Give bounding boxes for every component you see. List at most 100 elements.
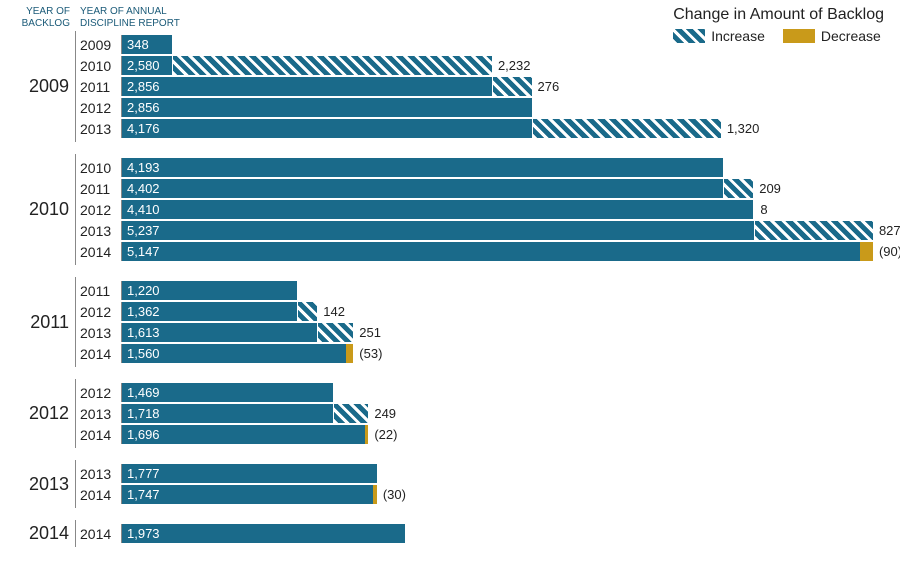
row-year-label: 2013 (76, 323, 122, 342)
bar-area: 5,147(90) (122, 242, 890, 261)
bar-row: 20121,362142 (76, 302, 890, 321)
bar-value-label: 1,777 (122, 464, 160, 483)
bar-decrease (860, 242, 873, 261)
bar-row: 20135,237827 (76, 221, 890, 240)
row-year-label: 2013 (76, 119, 122, 138)
bar-row: 20124,4108 (76, 200, 890, 219)
bar-area: 2,856 276 (122, 77, 890, 96)
header-year-of-backlog: YEAR OF BACKLOG (6, 6, 76, 29)
bar-area: 1,362142 (122, 302, 890, 321)
bar-area: 1,973 (122, 524, 890, 543)
bar-row: 20131,777 (76, 464, 890, 483)
bar-value-label: 1,696 (122, 425, 160, 444)
row-year-label: 2011 (76, 281, 122, 300)
bar-increase (492, 77, 532, 96)
bar-row: 20141,973 (76, 524, 890, 543)
bar-area: 2,856 (122, 98, 890, 117)
group-2014: 201420141,973 (6, 520, 890, 547)
row-year-label: 2014 (76, 344, 122, 363)
group-rows: 20111,22020121,36214220131,61325120141,5… (76, 277, 890, 367)
bar-row: 20102,5802,232 (76, 56, 890, 75)
bar-value-label: 2,856 (122, 77, 160, 96)
bar-value-label: 4,402 (122, 179, 160, 198)
bar-value-label: 1,362 (122, 302, 160, 321)
row-year-label: 2013 (76, 464, 122, 483)
bar-area: 4,4108 (122, 200, 890, 219)
bar-value-label: 2,856 (122, 98, 160, 117)
row-year-label: 2012 (76, 302, 122, 321)
group-rows: 200934820102,5802,23220112,85627620122,8… (76, 31, 890, 142)
group-label: 2013 (6, 460, 76, 508)
bar-delta-label: 2,232 (492, 56, 531, 75)
row-year-label: 2011 (76, 179, 122, 198)
bar-row: 20141,560 (53) (76, 344, 890, 363)
row-year-label: 2010 (76, 56, 122, 75)
bar-delta-label: (53) (353, 344, 382, 363)
bar-value-label: 1,469 (122, 383, 160, 402)
row-year-label: 2012 (76, 383, 122, 402)
bar-row: 20134,1761,320 (76, 119, 890, 138)
bar-area: 4,1761,320 (122, 119, 890, 138)
group-rows: 20121,46920131,71824920141,696(22) (76, 379, 890, 448)
bar-area: 1,777 (122, 464, 890, 483)
bar-base (122, 485, 373, 504)
group-label: 2009 (6, 31, 76, 142)
bar-value-label: 1,560 (122, 344, 160, 363)
chart-body: 2009200934820102,5802,23220112,856276201… (6, 31, 890, 547)
bar-area: 4,402 209 (122, 179, 890, 198)
bar-base (122, 464, 377, 483)
bar-base (122, 179, 723, 198)
bar-base (122, 158, 723, 177)
bar-increase (333, 404, 369, 423)
bar-row: 20121,469 (76, 383, 890, 402)
header-year-of-report: YEAR OF ANNUAL DISCIPLINE REPORT (76, 6, 236, 29)
group-label: 2014 (6, 520, 76, 547)
bar-area: 1,696(22) (122, 425, 890, 444)
bar-value-label: 4,410 (122, 200, 160, 219)
bar-value-label: 1,718 (122, 404, 160, 423)
bar-increase (317, 323, 353, 342)
bar-value-label: 4,193 (122, 158, 160, 177)
row-year-label: 2013 (76, 221, 122, 240)
group-2012: 201220121,46920131,71824920141,696(22) (6, 379, 890, 448)
row-year-label: 2014 (76, 485, 122, 504)
row-year-label: 2010 (76, 158, 122, 177)
bar-row: 20141,747(30) (76, 485, 890, 504)
row-year-label: 2014 (76, 242, 122, 261)
bar-increase (172, 56, 492, 75)
row-year-label: 2011 (76, 77, 122, 96)
bar-area: 4,193 (122, 158, 890, 177)
bar-base (122, 98, 532, 117)
bar-value-label: 5,237 (122, 221, 160, 240)
bar-value-label: 348 (122, 35, 149, 54)
bar-delta-label: 251 (353, 323, 381, 342)
bar-value-label: 1,613 (122, 323, 160, 342)
group-label: 2012 (6, 379, 76, 448)
bar-delta-label: 276 (532, 77, 560, 96)
bar-area: 5,237827 (122, 221, 890, 240)
bar-increase (532, 119, 721, 138)
bar-increase (297, 302, 317, 321)
bar-delta-label: (90) (873, 242, 900, 261)
bar-delta-label: 827 (873, 221, 900, 240)
bar-value-label: 1,747 (122, 485, 160, 504)
bar-decrease (346, 344, 354, 363)
row-year-label: 2013 (76, 404, 122, 423)
bar-row: 20112,856 276 (76, 77, 890, 96)
group-rows: 20131,777 20141,747(30) (76, 460, 890, 508)
group-rows: 20104,19320114,40220920124,410820135,237… (76, 154, 890, 265)
bar-increase (754, 221, 873, 240)
bar-row: 20131,613 251 (76, 323, 890, 342)
backlog-chart: Change in Amount of Backlog Increase Dec… (6, 6, 890, 547)
bar-area: 1,560 (53) (122, 344, 890, 363)
row-year-label: 2014 (76, 524, 122, 543)
group-2013: 201320131,77720141,747(30) (6, 460, 890, 508)
bar-area: 1,469 (122, 383, 890, 402)
bar-increase (723, 179, 753, 198)
bar-row: 20111,220 (76, 281, 890, 300)
bar-area: 2,5802,232 (122, 56, 890, 75)
row-year-label: 2012 (76, 200, 122, 219)
group-2009: 2009200934820102,5802,23220112,856276201… (6, 31, 890, 142)
bar-area: 348 (122, 35, 890, 54)
bar-delta-label: 209 (753, 179, 781, 198)
